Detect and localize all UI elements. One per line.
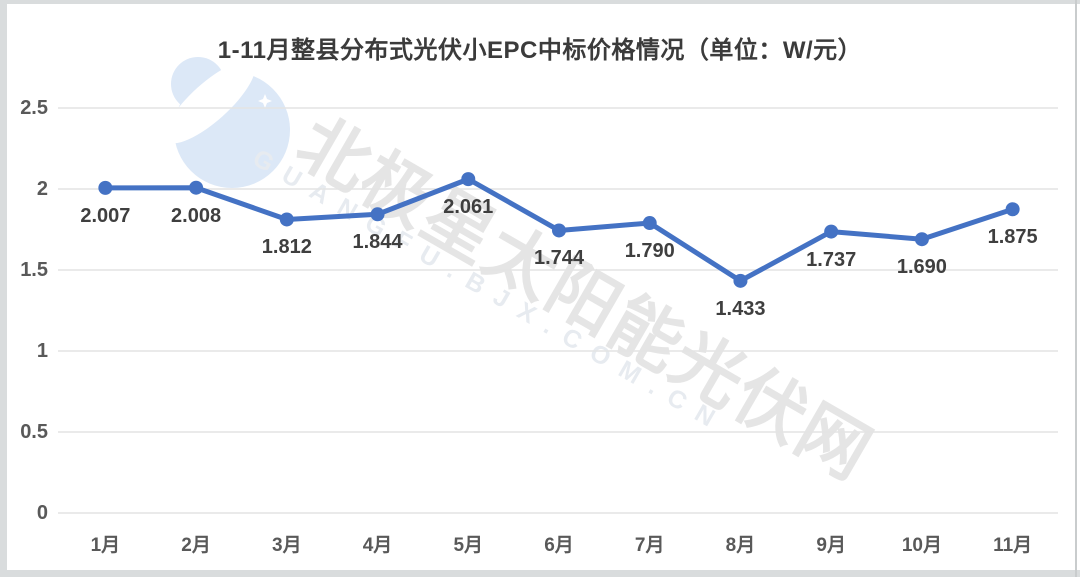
data-point xyxy=(733,273,748,288)
x-axis-tick-label: 8月 xyxy=(725,535,756,556)
data-point xyxy=(189,180,204,195)
data-label: 2.007 xyxy=(80,204,131,227)
frame-edge-bottom xyxy=(0,570,1080,577)
y-axis-tick-label: 0 xyxy=(36,502,48,524)
y-axis-tick-label: 1 xyxy=(36,340,48,362)
x-axis-tick-label: 1月 xyxy=(90,535,121,556)
data-point xyxy=(642,216,657,231)
frame-edge-right xyxy=(1075,0,1077,577)
star-icon xyxy=(233,72,251,89)
data-point xyxy=(914,232,929,247)
data-point xyxy=(552,223,566,238)
x-axis-tick-label: 5月 xyxy=(453,535,484,556)
frame-edge-top xyxy=(0,0,1080,4)
data-label: 1.690 xyxy=(896,256,947,279)
x-axis-tick-label: 4月 xyxy=(362,535,393,556)
data-label: 2.008 xyxy=(171,204,222,227)
data-point xyxy=(461,172,476,187)
data-label: 1.844 xyxy=(352,231,403,254)
data-point xyxy=(824,224,839,239)
data-point xyxy=(1005,202,1020,217)
chart-title: 1-11月整县分布式光伏小EPC中标价格情况（单位：W/元） xyxy=(217,37,863,64)
star-icon xyxy=(258,94,272,108)
data-label: 2.061 xyxy=(443,196,494,219)
x-axis-tick-label: 7月 xyxy=(634,535,665,556)
x-axis-tick-label: 2月 xyxy=(181,535,211,556)
data-label: 1.790 xyxy=(624,240,675,263)
data-label: 1.744 xyxy=(533,247,585,270)
frame-edge-left xyxy=(0,0,7,577)
x-axis-tick-label: 11月 xyxy=(993,535,1033,556)
data-label: 1.433 xyxy=(715,297,766,320)
y-axis-tick-label: 2 xyxy=(36,178,48,200)
data-point xyxy=(279,212,294,227)
y-axis-tick-label: 0.5 xyxy=(20,421,48,443)
y-axis-tick-label: 2.5 xyxy=(20,97,48,119)
data-label: 1.875 xyxy=(987,226,1038,249)
data-point xyxy=(370,207,385,222)
site-logo-watermark xyxy=(168,57,290,188)
data-label: 1.737 xyxy=(806,248,857,271)
x-axis-tick-label: 10月 xyxy=(901,535,942,556)
data-point xyxy=(98,180,113,195)
data-label: 1.812 xyxy=(261,236,312,259)
x-axis-tick-label: 3月 xyxy=(272,535,302,556)
x-axis-tick-label: 9月 xyxy=(816,535,846,556)
y-axis-tick-label: 1.5 xyxy=(20,259,48,281)
x-axis-tick-label: 6月 xyxy=(544,535,574,556)
